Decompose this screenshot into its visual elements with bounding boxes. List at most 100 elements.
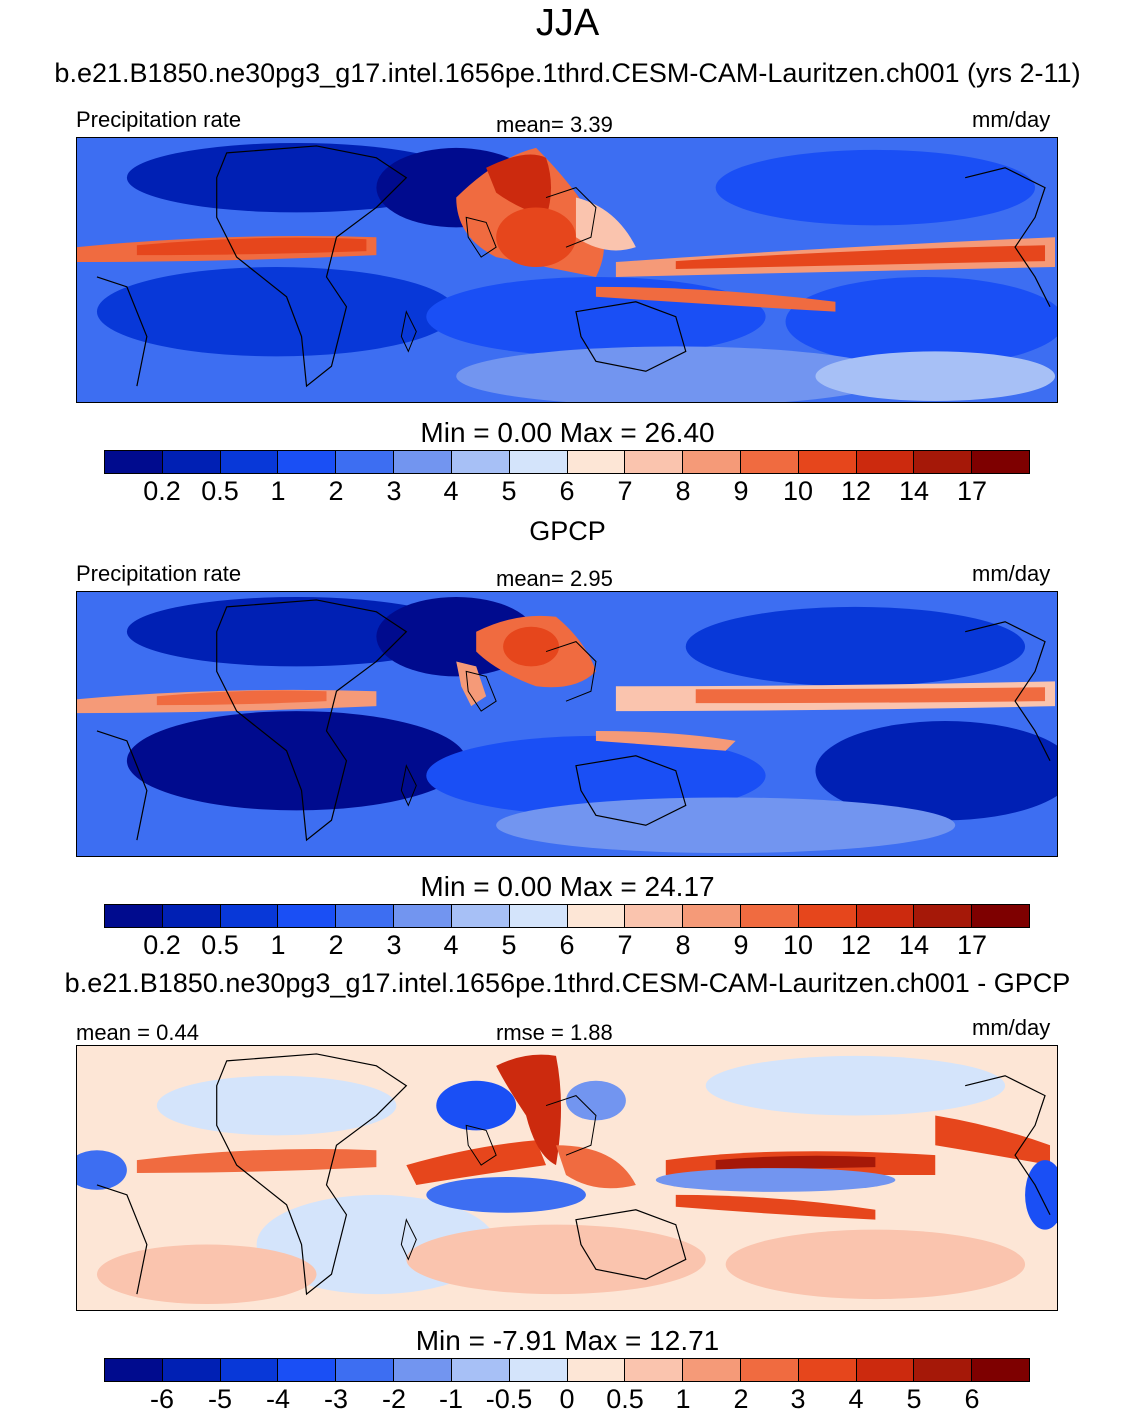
colorbar-tick-label: 17 [956, 476, 988, 506]
colorbar-box [625, 905, 684, 927]
colorbar-box [451, 905, 510, 927]
colorbar-box [625, 1359, 684, 1381]
colorbar-tick-label: 5 [501, 930, 517, 960]
colorbar-box [105, 905, 163, 927]
colorbar-box [394, 905, 452, 927]
panel1-units-label: mm/day [972, 107, 1051, 132]
colorbar-tick-label: -6 [149, 1384, 175, 1414]
colorbar-tick-label: 12 [840, 930, 872, 960]
colorbar-box [336, 451, 395, 473]
colorbar-tick-label: -2 [381, 1384, 407, 1414]
colorbar-tick-label: 0 [559, 1384, 575, 1414]
colorbar-tick-label: 6 [559, 476, 575, 506]
colorbar-tick-label: -4 [265, 1384, 291, 1414]
colorbar-box [856, 905, 915, 927]
panel3-map-svg [77, 1046, 1057, 1310]
colorbar-tick-label: 0.2 [143, 930, 181, 960]
colorbar-box [451, 451, 510, 473]
panel2-mean-label: mean= 2.95 [496, 566, 613, 591]
colorbar-box [972, 905, 1029, 927]
panel1-variable-label: Precipitation rate [76, 107, 242, 132]
panel3-units-label: mm/day [972, 1015, 1051, 1040]
colorbar-tick-label: 2 [733, 1384, 749, 1414]
panel3-colorbar [104, 1358, 1030, 1382]
colorbar-box [451, 1359, 510, 1381]
colorbar-box [336, 1359, 395, 1381]
colorbar-box [798, 905, 857, 927]
colorbar-box [567, 905, 626, 927]
panel2-colorbar [104, 904, 1030, 928]
panel2-minmax: Min = 0.00 Max = 24.17 [420, 871, 715, 902]
colorbar-tick-label: 14 [898, 476, 930, 506]
colorbar-tick-label: 1 [270, 930, 286, 960]
colorbar-tick-label: 10 [782, 476, 814, 506]
colorbar-box [914, 1359, 973, 1381]
colorbar-box [105, 1359, 163, 1381]
colorbar-tick-label: 4 [443, 476, 459, 506]
panel3-rmse-label: rmse = 1.88 [496, 1020, 613, 1045]
colorbar-box [105, 451, 163, 473]
colorbar-tick-label: 14 [898, 930, 930, 960]
panel2-variable-label: Precipitation rate [76, 561, 242, 586]
panel2-precip-map [76, 591, 1058, 857]
colorbar-tick-label: 2 [328, 476, 344, 506]
colorbar-box [509, 905, 568, 927]
colorbar-tick-label: 3 [386, 476, 402, 506]
colorbar-tick-label: 3 [386, 930, 402, 960]
colorbar-tick-label: 9 [733, 476, 749, 506]
colorbar-box [740, 451, 799, 473]
colorbar-tick-label: 8 [675, 930, 691, 960]
colorbar-tick-label: -5 [207, 1384, 233, 1414]
panel3-subtitle: b.e21.B1850.ne30pg3_g17.intel.1656pe.1th… [64, 968, 1071, 998]
panel2-units-label: mm/day [972, 561, 1051, 586]
panel1-mean-label: mean= 3.39 [496, 112, 613, 137]
panel3-difference-map [76, 1045, 1058, 1311]
panel1-colorbar [104, 450, 1030, 474]
colorbar-box [740, 1359, 799, 1381]
colorbar-box [914, 451, 973, 473]
panel1-map-svg [77, 138, 1057, 402]
colorbar-tick-label: 5 [906, 1384, 922, 1414]
colorbar-tick-label: 3 [790, 1384, 806, 1414]
colorbar-tick-label: 10 [782, 930, 814, 960]
colorbar-tick-label: -0.5 [485, 1384, 533, 1414]
colorbar-box [856, 1359, 915, 1381]
colorbar-box [740, 905, 799, 927]
colorbar-box [394, 451, 452, 473]
colorbar-tick-label: 6 [559, 930, 575, 960]
colorbar-box [683, 1359, 741, 1381]
panel1-minmax: Min = 0.00 Max = 26.40 [420, 417, 715, 448]
colorbar-tick-label: 7 [617, 476, 633, 506]
panel3-minmax: Min = -7.91 Max = 12.71 [415, 1325, 720, 1356]
colorbar-box [278, 905, 337, 927]
colorbar-box [798, 1359, 857, 1381]
colorbar-tick-label: 4 [848, 1384, 864, 1414]
colorbar-tick-label: -3 [323, 1384, 349, 1414]
colorbar-box [972, 451, 1029, 473]
colorbar-box [567, 1359, 626, 1381]
colorbar-tick-label: -1 [438, 1384, 464, 1414]
colorbar-box [567, 451, 626, 473]
colorbar-box [625, 451, 684, 473]
colorbar-box [509, 1359, 568, 1381]
colorbar-box [914, 905, 973, 927]
colorbar-tick-label: 0.5 [201, 930, 239, 960]
colorbar-tick-label: 4 [443, 930, 459, 960]
colorbar-box [972, 1359, 1029, 1381]
colorbar-box [162, 1359, 221, 1381]
panel2-subtitle: GPCP [529, 516, 606, 546]
colorbar-box [220, 905, 279, 927]
colorbar-tick-label: 1 [270, 476, 286, 506]
colorbar-box [162, 905, 221, 927]
colorbar-tick-label: 0.2 [143, 476, 181, 506]
colorbar-tick-label: 9 [733, 930, 749, 960]
colorbar-tick-label: 2 [328, 930, 344, 960]
colorbar-box [683, 451, 741, 473]
panel3-mean-label: mean = 0.44 [76, 1020, 199, 1045]
colorbar-box [509, 451, 568, 473]
colorbar-box [162, 451, 221, 473]
colorbar-tick-label: 5 [501, 476, 517, 506]
colorbar-tick-label: 17 [956, 930, 988, 960]
colorbar-box [683, 905, 741, 927]
colorbar-box [798, 451, 857, 473]
